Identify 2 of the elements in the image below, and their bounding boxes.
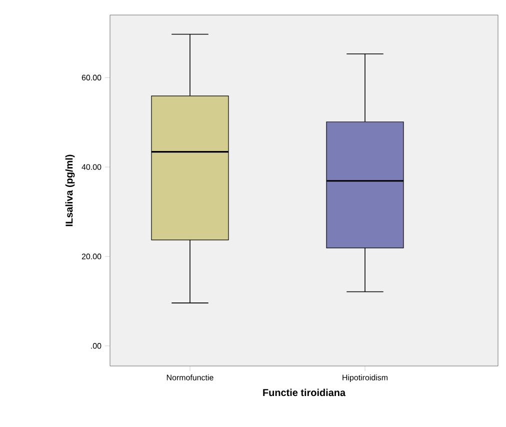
y-axis-title: ILsaliva (pg/ml) bbox=[65, 154, 75, 226]
x-axis-title: Functie tiroidiana bbox=[263, 388, 346, 396]
